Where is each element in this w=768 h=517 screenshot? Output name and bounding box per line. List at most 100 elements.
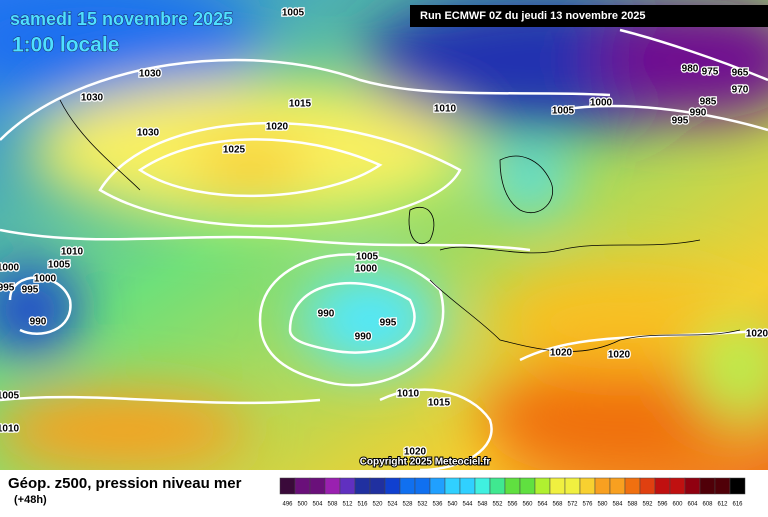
- colorbar-swatch: [309, 477, 326, 495]
- isobar-label: 1030: [81, 93, 104, 104]
- isobar-label: 990: [355, 332, 372, 343]
- isobar-label: 1020: [550, 348, 573, 359]
- colorbar-swatch: [384, 477, 401, 495]
- isobar-label: 1020: [266, 122, 289, 133]
- isobar-label: 1030: [139, 69, 162, 80]
- isobar-label: 1000: [355, 264, 378, 275]
- colorbar-label: 580: [597, 502, 608, 508]
- colorbar-label: 516: [357, 502, 368, 508]
- colorbar-label: 512: [342, 502, 353, 508]
- colorbar-swatch: [714, 477, 731, 495]
- colorbar-swatch: [429, 477, 446, 495]
- colorbar-label: 564: [537, 502, 548, 508]
- colorbar-swatch: [534, 477, 551, 495]
- isobars: [0, 28, 768, 470]
- colorbar-swatch: [369, 477, 386, 495]
- colorbar-label: 540: [447, 502, 458, 508]
- footer-title: Géop. z500, pression niveau mer: [8, 475, 242, 492]
- isobar-label: 1010: [61, 247, 84, 258]
- colorbar-swatch: [669, 477, 686, 495]
- colorbar-label: 568: [552, 502, 563, 508]
- colorbar-swatch: [609, 477, 626, 495]
- isobar-label: 1000: [34, 274, 57, 285]
- isobar-label: 995: [0, 283, 15, 294]
- colorbar-swatch: [459, 477, 476, 495]
- lead-time: (+48h): [14, 494, 47, 506]
- colorbar-label: 524: [387, 502, 398, 508]
- isobar-label: 1000: [0, 263, 20, 274]
- colorbar-label: 504: [312, 502, 323, 508]
- colorbar-label: 572: [567, 502, 578, 508]
- isobar-label: 1010: [397, 389, 420, 400]
- colorbar-label: 556: [507, 502, 518, 508]
- colorbar-swatch: [564, 477, 581, 495]
- colorbar-label: 548: [477, 502, 488, 508]
- colorbar-swatch: [339, 477, 356, 495]
- colorbar-label: 604: [687, 502, 698, 508]
- colorbar-swatch: [399, 477, 416, 495]
- isobar-label: 1020: [746, 329, 768, 340]
- isobar-label: 1005: [48, 260, 71, 271]
- isobar-label: 985: [700, 97, 717, 108]
- colorbar-swatch: [324, 477, 341, 495]
- isobar-label: 1020: [404, 447, 427, 458]
- date: samedi 15 novembre 2025: [10, 9, 233, 29]
- colorbar-label: 588: [627, 502, 638, 508]
- colorbar-swatch: [279, 477, 296, 495]
- colorbar-label: 576: [582, 502, 593, 508]
- colorbar: 496 500 504 508 512 516 520 524 528 532 536 540 544 5…: [279, 477, 746, 508]
- isobar-label: 995: [672, 116, 689, 127]
- colorbar-label: 536: [432, 502, 443, 508]
- colorbar-swatch: [699, 477, 716, 495]
- colorbar-label: 528: [402, 502, 413, 508]
- isobar-label: 965: [732, 68, 749, 79]
- isobar-label: 1015: [289, 99, 312, 110]
- isobar-label: 980: [682, 64, 699, 75]
- isobar-label: 970: [732, 85, 749, 96]
- colorbar-label: 500: [297, 502, 308, 508]
- isobar-label: 1005: [356, 252, 379, 263]
- colorbar-label: 600: [672, 502, 683, 508]
- isobar-label: 990: [30, 317, 47, 328]
- colorbar-swatch: [414, 477, 431, 495]
- run-banner: [410, 5, 768, 27]
- colorbar-swatch: [639, 477, 656, 495]
- colorbar-swatch: [354, 477, 371, 495]
- run-info: Run ECMWF 0Z du jeudi 13 novembre 2025: [420, 10, 646, 22]
- colorbar-swatch: [474, 477, 491, 495]
- isobar-label: 1005: [282, 8, 305, 19]
- colorbar-swatch: [489, 477, 506, 495]
- isobar-label: 1000: [590, 98, 613, 109]
- isobar-label: 990: [690, 108, 707, 119]
- isobar-label: 995: [380, 318, 397, 329]
- coastlines: [59, 99, 741, 352]
- colorbar-swatch: [504, 477, 521, 495]
- colorbar-swatch: [549, 477, 566, 495]
- colorbar-label: 584: [612, 502, 623, 508]
- colorbar-label: 560: [522, 502, 533, 508]
- colorbar-label: 508: [327, 502, 338, 508]
- colorbar-label: 496: [282, 502, 293, 508]
- colorbar-swatch: [594, 477, 611, 495]
- colorbar-swatch: [624, 477, 641, 495]
- colorbar-label: 520: [372, 502, 383, 508]
- colorbar-swatch: [654, 477, 671, 495]
- colorbar-swatch: [729, 477, 746, 495]
- colorbar-label: 608: [702, 502, 713, 508]
- colorbar-label: 592: [642, 502, 653, 508]
- colorbar-label: 616: [732, 502, 743, 508]
- isobar-label: 990: [318, 309, 335, 320]
- colorbar-swatch: [294, 477, 311, 495]
- isobar-label: 1025: [223, 145, 246, 156]
- colorbar-label: 544: [462, 502, 473, 508]
- colorbar-label: 612: [717, 502, 728, 508]
- isobar-label: 1010: [434, 104, 457, 115]
- isobar-label: 1005: [552, 106, 575, 117]
- isobar-label: 1020: [608, 350, 631, 361]
- colorbar-label: 532: [417, 502, 428, 508]
- isobar-label: 1010: [0, 424, 20, 435]
- colorbar-label: 596: [657, 502, 668, 508]
- isobar-label: 1030: [137, 128, 160, 139]
